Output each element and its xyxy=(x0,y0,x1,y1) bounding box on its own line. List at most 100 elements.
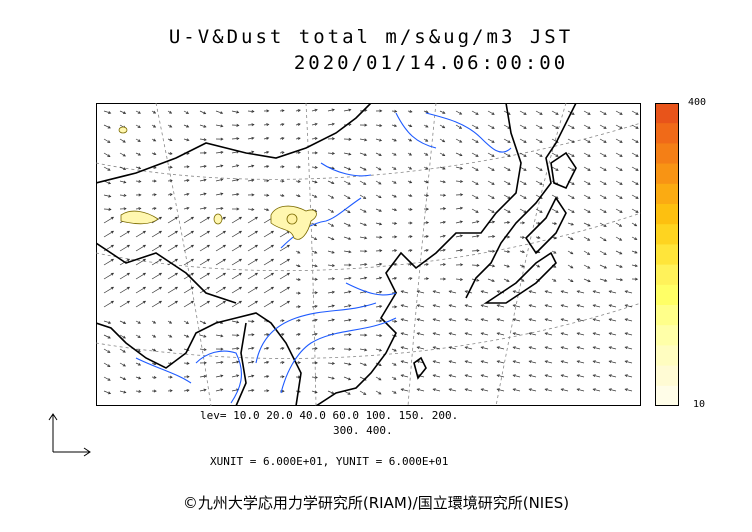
wind-vector-head xyxy=(379,304,383,308)
wind-vector xyxy=(583,138,591,143)
wind-vector-head xyxy=(281,109,285,113)
wind-vector xyxy=(199,165,207,168)
wind-vector xyxy=(375,250,382,252)
wind-vector-head xyxy=(107,378,111,381)
wind-vector xyxy=(567,124,575,129)
wind-vector xyxy=(615,180,623,185)
wind-vector-head xyxy=(393,362,397,366)
wind-vector-head xyxy=(203,138,207,142)
wind-vector-head xyxy=(409,180,413,184)
wind-vector-head xyxy=(544,304,548,308)
wind-vector-head xyxy=(464,304,468,308)
wind-vector-head xyxy=(110,286,115,290)
wind-vector-head xyxy=(544,360,548,364)
wind-vector xyxy=(247,179,254,182)
wind-vector xyxy=(183,320,189,324)
wind-vector xyxy=(615,264,623,268)
wind-vector-head xyxy=(459,278,464,282)
wind-vector-head xyxy=(442,207,447,211)
wind-vector-head xyxy=(522,221,526,225)
wind-vector xyxy=(455,221,463,224)
wind-vector-head xyxy=(137,362,142,366)
wind-vector-head xyxy=(592,374,596,378)
wind-vector xyxy=(615,250,622,255)
wind-vector xyxy=(471,235,479,238)
wind-vector-head xyxy=(443,277,447,281)
wind-vector-head xyxy=(587,238,591,241)
wind-vector-head xyxy=(236,192,240,196)
wind-vector-head xyxy=(571,196,575,199)
wind-vector xyxy=(625,304,633,308)
wind-vector-head xyxy=(238,286,243,290)
wind-vector xyxy=(631,236,637,240)
wind-vector-head xyxy=(379,334,383,338)
wind-vector xyxy=(311,319,318,322)
wind-vector-head xyxy=(624,304,628,308)
wind-vector-head xyxy=(220,360,224,364)
wind-vector-head xyxy=(186,124,190,128)
wind-vector xyxy=(103,390,111,394)
wind-vector-head xyxy=(363,167,367,171)
wind-vector-head xyxy=(555,210,559,213)
wind-vector-head xyxy=(254,216,259,220)
wind-vector-head xyxy=(603,210,607,213)
wind-vector-head xyxy=(186,165,190,169)
wind-vector xyxy=(135,124,141,128)
wind-vector-head xyxy=(220,150,224,154)
wind-vector-head xyxy=(553,265,557,268)
wind-vector xyxy=(327,109,335,112)
wind-vector-head xyxy=(220,137,224,141)
wind-vector-head xyxy=(206,258,211,262)
wind-vector-head xyxy=(432,332,436,336)
wind-vector-head xyxy=(571,126,575,129)
wind-vector-head xyxy=(110,216,115,220)
wind-vector xyxy=(183,110,189,114)
wind-vector-head xyxy=(476,263,480,267)
wind-vector-head xyxy=(314,136,318,140)
wind-vector-head xyxy=(587,223,591,227)
coastlines-borders xyxy=(96,103,577,406)
wind-vector xyxy=(151,287,162,294)
wind-vector xyxy=(135,180,141,183)
wind-vector xyxy=(247,361,254,364)
wind-vector xyxy=(327,264,335,267)
wind-vector xyxy=(615,152,623,157)
wind-vector-head xyxy=(379,262,383,266)
wind-vector xyxy=(311,376,318,379)
wind-vector xyxy=(359,180,366,185)
wind-vector-head xyxy=(635,154,639,157)
wind-vector xyxy=(199,217,210,224)
wind-vector-head xyxy=(186,192,190,196)
wind-vector xyxy=(529,318,537,322)
wind-vector-head xyxy=(635,182,639,185)
wind-vector xyxy=(561,332,569,336)
wind-vector xyxy=(439,263,446,266)
wind-vector xyxy=(577,304,585,308)
wind-vector xyxy=(599,222,607,227)
wind-vector-head xyxy=(603,112,607,115)
wind-vector xyxy=(487,235,495,238)
wind-vector xyxy=(529,304,537,308)
wind-vector-head xyxy=(496,360,500,364)
wind-vector-head xyxy=(576,388,580,392)
wind-vector-head xyxy=(480,332,484,336)
wind-vector-head xyxy=(314,264,318,268)
wind-vector xyxy=(247,110,254,112)
wind-vector-head xyxy=(378,153,382,156)
wind-vector xyxy=(135,207,141,210)
wind-vector xyxy=(449,290,457,294)
wind-vector xyxy=(513,346,521,350)
wind-vector-field xyxy=(103,108,639,395)
wind-vector xyxy=(599,152,607,157)
wind-vector xyxy=(247,273,258,280)
wind-vector xyxy=(119,320,126,324)
wind-vector xyxy=(183,334,189,338)
colorbar-segment xyxy=(655,305,679,326)
wind-vector xyxy=(615,236,622,241)
colorbar-segment xyxy=(655,345,679,367)
wind-vector xyxy=(567,278,574,282)
wind-vector-head xyxy=(254,300,259,304)
wind-vector-head xyxy=(236,360,240,364)
wind-vector xyxy=(231,217,242,224)
wind-vector-head xyxy=(347,167,352,171)
